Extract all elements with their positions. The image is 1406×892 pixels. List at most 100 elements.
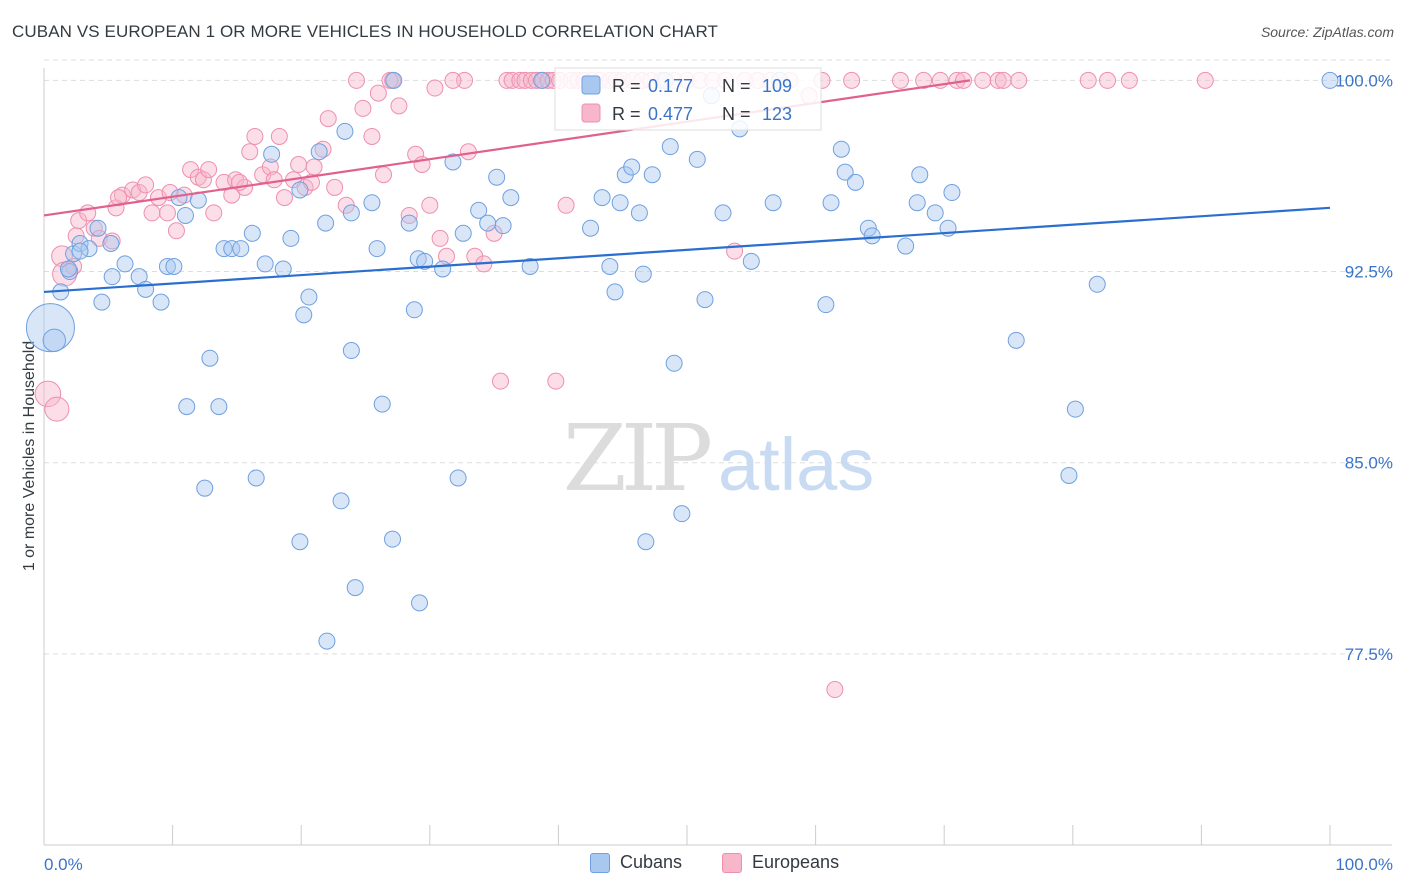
cuban-point	[533, 71, 551, 89]
cuban-point	[196, 479, 214, 497]
european-point	[511, 71, 529, 89]
cuban-point	[908, 194, 926, 212]
bottom-legend-label: Cubans	[620, 852, 683, 872]
european-point	[326, 178, 344, 196]
y-tick-label: 77.5%	[1345, 645, 1393, 664]
cuban-point	[103, 268, 121, 286]
cuban-point	[42, 328, 66, 353]
european-point	[143, 204, 161, 222]
european-point	[369, 84, 387, 102]
legend-n-label: N =	[722, 76, 751, 96]
cuban-point	[434, 260, 452, 278]
europeans-swatch	[722, 852, 742, 873]
european-point	[456, 71, 474, 89]
cuban-point	[310, 143, 328, 161]
cuban-point	[817, 296, 835, 314]
european-point	[498, 71, 516, 89]
european-point	[390, 97, 408, 115]
cuban-point	[116, 255, 134, 273]
european-point	[381, 71, 399, 89]
chart-title: CUBAN VS EUROPEAN 1 OR MORE VEHICLES IN …	[12, 22, 719, 41]
legend-r-label: R =	[612, 104, 641, 124]
cuban-point	[384, 530, 402, 548]
european-point	[205, 204, 223, 222]
y-tick-label: 100.0%	[1335, 71, 1393, 90]
legend-r-value: 0.177	[648, 76, 693, 96]
source-credit: Source: ZipAtlas.com	[1260, 24, 1394, 40]
european-point	[275, 189, 293, 207]
cuban-point	[454, 224, 472, 242]
cuban-point	[582, 219, 600, 237]
european-point	[137, 176, 155, 194]
european-point	[915, 71, 933, 89]
cuban-point	[256, 255, 274, 273]
watermark-zip: ZIP	[563, 405, 710, 512]
cuban-point	[247, 469, 265, 487]
cuban-point	[593, 189, 611, 207]
cuban-point	[295, 306, 313, 324]
bottom-legend-label: Europeans	[752, 852, 840, 872]
axes	[43, 68, 1392, 846]
cuban-point	[332, 492, 350, 510]
european-point	[891, 71, 909, 89]
cuban-point	[714, 204, 732, 222]
cuban-point	[176, 206, 194, 224]
cuban-point	[863, 227, 881, 245]
cuban-point	[342, 342, 360, 360]
watermark-atlas: atlas	[718, 423, 874, 506]
cuban-point	[606, 283, 624, 301]
cuban-point	[444, 153, 462, 171]
cuban-point	[89, 219, 107, 237]
legend-n-value: 109	[762, 76, 792, 96]
cuban-point	[1060, 466, 1078, 484]
tick-labels: 77.5% 85.0% 92.5% 100.0% 0.0% 100.0%	[44, 71, 1393, 874]
cuban-point	[93, 293, 111, 311]
cuban-point	[137, 280, 155, 298]
cuban-point	[210, 398, 228, 416]
cuban-point	[488, 168, 506, 186]
cuban-point	[673, 505, 691, 523]
cuban-point	[416, 252, 434, 270]
cuban-point	[263, 145, 281, 163]
bottom-legend-cubans[interactable]: Cubans	[590, 852, 682, 873]
european-point	[974, 71, 992, 89]
legend-r-value: 0.477	[648, 104, 693, 124]
legend-swatch-cubans	[581, 75, 601, 95]
cuban-point	[630, 204, 648, 222]
cuban-point	[688, 150, 706, 168]
european-point	[522, 71, 540, 89]
european-point	[270, 127, 288, 145]
y-tick-label: 92.5%	[1345, 263, 1393, 282]
cuban-point	[346, 579, 364, 597]
cuban-point	[71, 242, 89, 260]
cuban-point	[373, 395, 391, 413]
cuban-point	[385, 71, 403, 89]
cubans-swatch	[590, 852, 610, 873]
cuban-point	[405, 301, 423, 319]
cuban-point	[764, 194, 782, 212]
european-point	[528, 71, 546, 89]
watermark: ZIP atlas	[563, 405, 874, 512]
european-point	[44, 396, 70, 422]
cuban-point	[336, 122, 354, 140]
european-point	[1010, 71, 1028, 89]
x-tick-label: 0.0%	[44, 855, 83, 874]
cuban-point	[178, 398, 196, 416]
x-tick-label: 100.0%	[1335, 855, 1393, 874]
bottom-legend-europeans[interactable]: Europeans	[722, 852, 839, 873]
european-point	[194, 171, 212, 189]
cuban-point	[494, 217, 512, 235]
cuban-point	[243, 224, 261, 242]
cuban-point	[1088, 275, 1106, 293]
cuban-point	[165, 257, 183, 275]
european-point	[319, 110, 337, 128]
cuban-point	[223, 240, 241, 258]
european-point	[426, 79, 444, 97]
european-point	[375, 166, 393, 184]
cuban-point	[836, 163, 854, 181]
european-point	[354, 99, 372, 117]
cuban-point	[318, 632, 336, 650]
european-point	[261, 158, 279, 176]
cuban-point	[611, 194, 629, 212]
